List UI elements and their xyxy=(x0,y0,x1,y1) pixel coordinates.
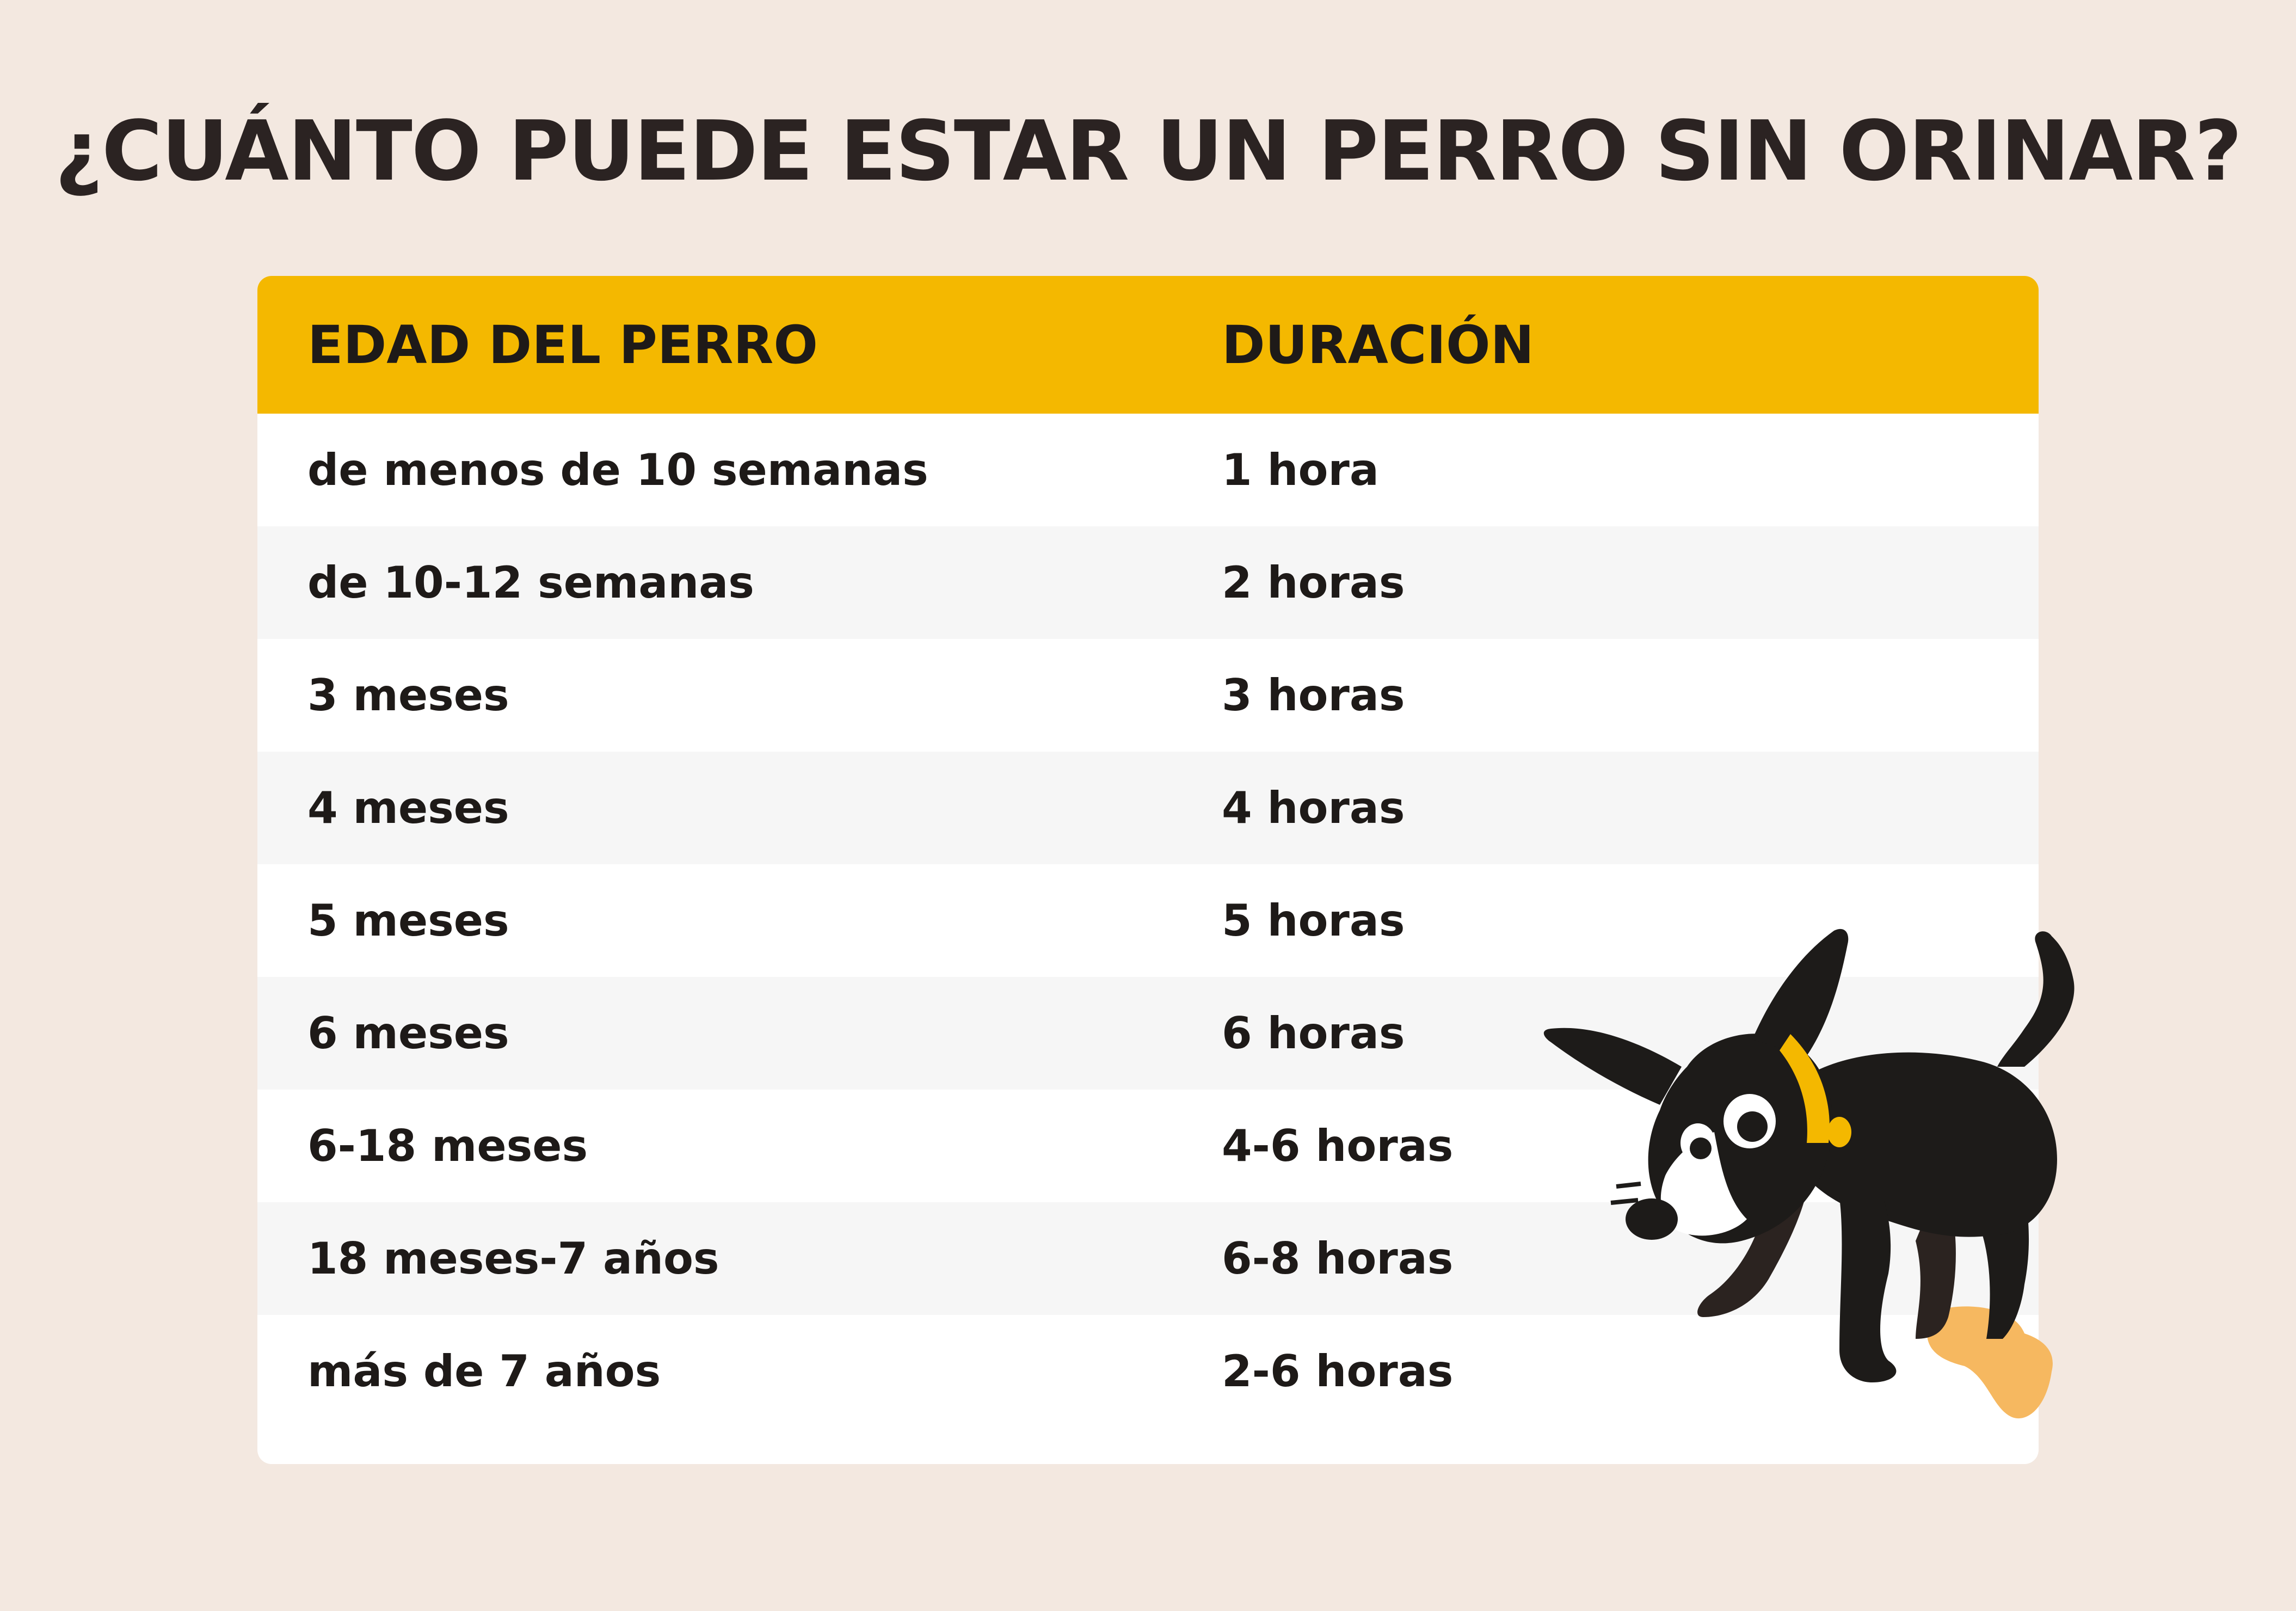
table-row: 6-18 meses 4-6 horas xyxy=(257,1090,2039,1202)
cell-age: 18 meses-7 años xyxy=(307,1233,719,1284)
cell-age: de 10-12 semanas xyxy=(307,557,754,608)
table-row: más de 7 años 2-6 horas xyxy=(257,1315,2039,1428)
cell-duration: 3 horas xyxy=(1222,670,1405,721)
table-row: 4 meses 4 horas xyxy=(257,752,2039,864)
cell-age: 3 meses xyxy=(307,670,509,721)
duration-table: EDAD DEL PERRO DURACIÓN de menos de 10 s… xyxy=(257,276,2039,1464)
table-row: 3 meses 3 horas xyxy=(257,639,2039,752)
cell-duration: 4-6 horas xyxy=(1222,1121,1454,1171)
table-row: de 10-12 semanas 2 horas xyxy=(257,526,2039,639)
cell-age: 4 meses xyxy=(307,783,509,833)
cell-duration: 2 horas xyxy=(1222,557,1405,608)
cell-age: 5 meses xyxy=(307,895,509,946)
header-duration: DURACIÓN xyxy=(1222,314,1534,376)
table-header: EDAD DEL PERRO DURACIÓN xyxy=(257,276,2039,414)
header-age: EDAD DEL PERRO xyxy=(307,314,818,376)
table-row: 5 meses 5 horas xyxy=(257,864,2039,977)
cell-duration: 6-8 horas xyxy=(1222,1233,1454,1284)
cell-age: 6-18 meses xyxy=(307,1121,588,1171)
dog-illustration-icon xyxy=(1543,929,2075,1419)
table-row: de menos de 10 semanas 1 hora xyxy=(257,414,2039,526)
cell-duration: 2-6 horas xyxy=(1222,1346,1454,1397)
cell-duration: 5 horas xyxy=(1222,895,1405,946)
cell-age: 6 meses xyxy=(307,1008,509,1059)
cell-duration: 4 horas xyxy=(1222,783,1405,833)
cell-duration: 1 hora xyxy=(1222,445,1379,495)
cell-age: de menos de 10 semanas xyxy=(307,445,928,495)
cell-duration: 6 horas xyxy=(1222,1008,1405,1059)
cell-age: más de 7 años xyxy=(307,1346,661,1397)
page-title: ¿CUÁNTO PUEDE ESTAR UN PERRO SIN ORINAR? xyxy=(54,103,2243,199)
